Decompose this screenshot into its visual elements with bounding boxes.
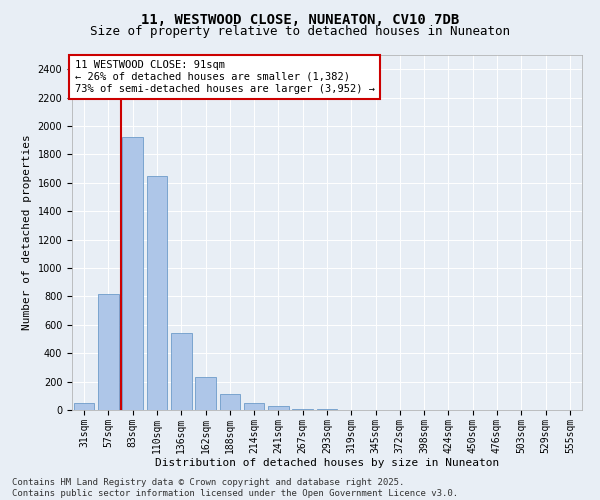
Bar — [171, 334, 191, 410]
Bar — [244, 403, 265, 410]
Bar — [122, 138, 143, 410]
Bar — [98, 294, 119, 410]
Y-axis label: Number of detached properties: Number of detached properties — [22, 134, 32, 330]
Bar — [292, 408, 313, 410]
Bar — [195, 376, 216, 410]
X-axis label: Distribution of detached houses by size in Nuneaton: Distribution of detached houses by size … — [155, 458, 499, 468]
Bar — [268, 406, 289, 410]
Text: Contains HM Land Registry data © Crown copyright and database right 2025.
Contai: Contains HM Land Registry data © Crown c… — [12, 478, 458, 498]
Bar — [146, 176, 167, 410]
Text: 11, WESTWOOD CLOSE, NUNEATON, CV10 7DB: 11, WESTWOOD CLOSE, NUNEATON, CV10 7DB — [141, 12, 459, 26]
Bar — [220, 394, 240, 410]
Bar — [74, 403, 94, 410]
Text: 11 WESTWOOD CLOSE: 91sqm
← 26% of detached houses are smaller (1,382)
73% of sem: 11 WESTWOOD CLOSE: 91sqm ← 26% of detach… — [74, 60, 374, 94]
Text: Size of property relative to detached houses in Nuneaton: Size of property relative to detached ho… — [90, 25, 510, 38]
